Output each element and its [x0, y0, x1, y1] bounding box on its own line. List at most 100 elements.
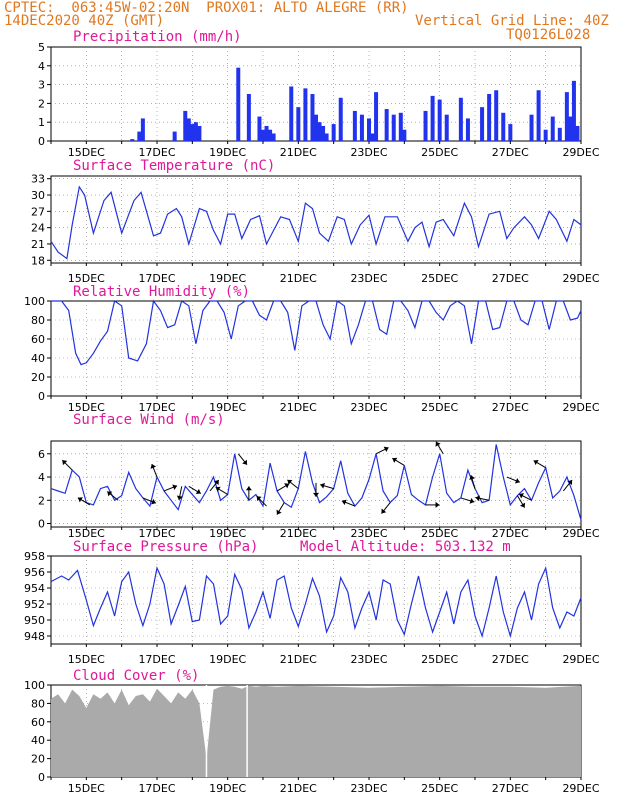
cloud-cover-ytick-label: 100 [24, 679, 45, 692]
cloud-cover-ytick-label: 80 [31, 697, 45, 710]
temperature-xtick-label: 21DEC [280, 272, 317, 285]
wind-wind-arrowhead [62, 460, 68, 466]
wind-xtick-label: 17DEC [138, 527, 175, 540]
wind-wind-arrowhead [320, 482, 325, 489]
humidity-xtick-label: 29DEC [562, 401, 599, 414]
pressure-series-line [50, 565, 582, 639]
precipitation-bar [430, 95, 435, 141]
precipitation-ytick-label: 4 [38, 60, 45, 73]
precipitation-bar [370, 133, 375, 141]
wind-frame [50, 440, 582, 528]
cloud-cover-area [51, 685, 581, 777]
wind-wind-arrowhead [519, 502, 526, 508]
wind-xtick-label: 21DEC [280, 527, 317, 540]
humidity-title: Relative Humidity (%) [73, 284, 250, 300]
pressure-ytick-label: 952 [24, 598, 45, 611]
precipitation-bar [402, 129, 407, 141]
precipitation-ytick-label: 2 [38, 97, 45, 110]
cloud-cover-xtick-label: 19DEC [209, 782, 246, 795]
pressure-xtick-label: 17DEC [138, 653, 175, 666]
wind-wind-arrowhead [213, 480, 219, 486]
wind-wind-arrowhead [276, 509, 282, 515]
temperature-xtick-label: 25DEC [421, 272, 458, 285]
wind-wind-arrowhead [176, 495, 183, 501]
precipitation-bar [437, 99, 442, 141]
precipitation-bar [246, 94, 251, 141]
precipitation-bar [321, 125, 326, 141]
precipitation-bar [314, 114, 318, 141]
precipitation-bar [487, 94, 492, 141]
precipitation-bar [257, 116, 262, 141]
precipitation-bar [130, 139, 135, 141]
humidity-ytick-label: 60 [31, 333, 45, 346]
wind-wind-arrowhead [313, 492, 319, 497]
cloud-cover-xtick-label: 23DEC [350, 782, 387, 795]
precipitation-bar [190, 124, 195, 141]
cloud-cover-ytick-label: 40 [31, 734, 45, 747]
wind-series-line [50, 444, 582, 521]
pressure-ytick-label: 954 [24, 582, 45, 595]
pressure-xtick-label: 25DEC [421, 653, 458, 666]
precipitation-bar [331, 124, 336, 141]
wind-wind-arrowhead [172, 484, 178, 491]
precipitation-bar [268, 129, 273, 141]
wind-wind-arrowhead [519, 493, 524, 499]
precipitation-bar [568, 116, 573, 141]
precipitation-bar [391, 114, 396, 141]
precipitation-xtick-label: 15DEC [68, 146, 105, 159]
precipitation-bar [529, 114, 534, 141]
precipitation-ytick-label: 0 [38, 135, 45, 148]
pressure-frame [50, 555, 582, 645]
cloud-cover-xtick-label: 15DEC [68, 782, 105, 795]
precipitation-bar [564, 92, 569, 141]
wind-ytick-label: 6 [38, 448, 45, 461]
wind-wind-arrowhead [469, 497, 475, 504]
temperature-frame [50, 175, 582, 264]
precipitation-bar [296, 107, 301, 141]
pressure-ytick-label: 956 [24, 566, 45, 579]
precipitation-bar [236, 67, 241, 141]
wind-xtick-label: 15DEC [68, 527, 105, 540]
wind-wind-arrowhead [435, 501, 440, 508]
precipitation-xtick-label: 17DEC [138, 146, 175, 159]
precipitation-bar [543, 129, 548, 141]
wind-xtick-label: 23DEC [350, 527, 387, 540]
wind-xtick-label: 29DEC [562, 527, 599, 540]
pressure-xtick-label: 19DEC [209, 653, 246, 666]
cloud-cover-xtick-label: 21DEC [280, 782, 317, 795]
wind-wind-arrowhead [256, 496, 262, 502]
precipitation-bar [197, 125, 202, 141]
precipitation-xtick-label: 23DEC [350, 146, 387, 159]
precipitation-ytick-label: 5 [38, 41, 45, 54]
precipitation-bar [140, 118, 145, 141]
wind-xtick-label: 25DEC [421, 527, 458, 540]
wind-wind-arrowhead [284, 483, 290, 489]
temperature-ytick-label: 21 [31, 238, 45, 251]
temperature-series-line [50, 185, 582, 260]
precipitation-xtick-label: 25DEC [421, 146, 458, 159]
humidity-xtick-label: 27DEC [492, 401, 529, 414]
humidity-frame [50, 300, 582, 397]
precipitation-bar [508, 124, 513, 141]
header-line1: CPTEC: 063:45W-02:20N PROX01: ALTO ALEGR… [4, 0, 409, 16]
temperature-ytick-label: 18 [31, 254, 45, 267]
wind-wind-arrowhead [151, 498, 156, 505]
temperature-xtick-label: 17DEC [138, 272, 175, 285]
precipitation-bar [398, 112, 403, 141]
precipitation-bar [374, 92, 379, 141]
precipitation-xtick-label: 27DEC [492, 146, 529, 159]
temperature-xtick-label: 27DEC [492, 272, 529, 285]
temperature-xtick-label: 19DEC [209, 272, 246, 285]
pressure-xtick-label: 27DEC [492, 653, 529, 666]
precipitation-ytick-label: 1 [38, 116, 45, 129]
wind-wind-arrowhead [150, 464, 157, 469]
cloud-cover-ytick-label: 20 [31, 753, 45, 766]
temperature-ytick-label: 24 [31, 222, 45, 235]
wind-wind-arrowhead [107, 491, 113, 497]
precipitation-bar [557, 127, 562, 141]
humidity-ytick-label: 80 [31, 314, 45, 327]
precipitation-bar [367, 118, 371, 141]
precipitation-bar [536, 90, 541, 141]
precipitation-bar [310, 94, 315, 141]
pressure-ytick-label: 948 [24, 630, 45, 643]
